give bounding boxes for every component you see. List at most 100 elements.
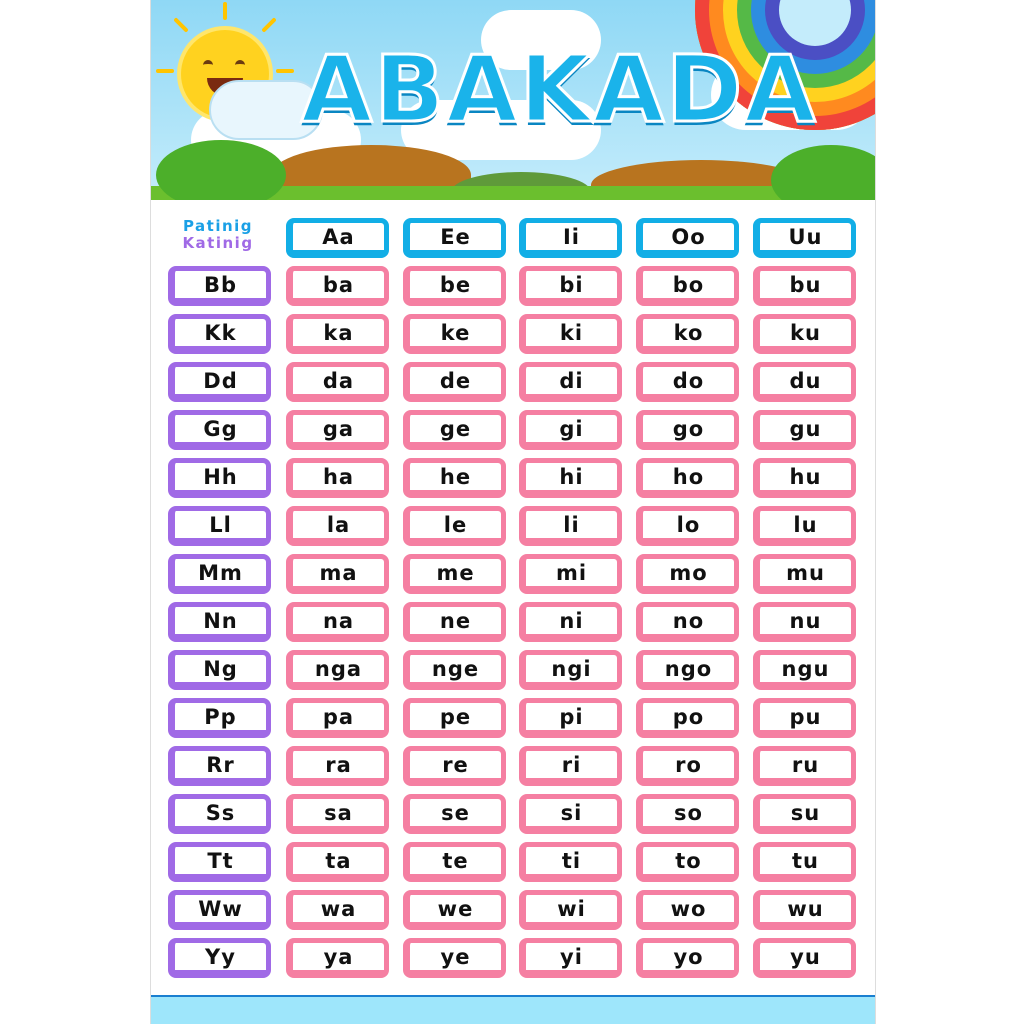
syllable-card: li xyxy=(519,506,622,546)
syllable-card: nge xyxy=(403,650,506,690)
syllable-card: ngi xyxy=(519,650,622,690)
vowel-card: Aa xyxy=(286,218,389,258)
legend: Patinig Katinig xyxy=(173,218,263,252)
syllable-card: ri xyxy=(519,746,622,786)
consonant-card: Yy xyxy=(168,938,271,978)
consonant-card: Ng xyxy=(168,650,271,690)
abakada-poster: ABAKADA Patinig Katinig Aa Ee Ii Oo Uu Bb ba be… xyxy=(150,0,876,1024)
syllable-card: pu xyxy=(753,698,856,738)
syllable-card: ka xyxy=(286,314,389,354)
syllable-card: ya xyxy=(286,938,389,978)
syllable-card: di xyxy=(519,362,622,402)
syllable-card: to xyxy=(636,842,739,882)
header-illustration: ABAKADA xyxy=(151,0,875,200)
footer-band xyxy=(151,995,875,1024)
syllable-card: su xyxy=(753,794,856,834)
syllable-card: ne xyxy=(403,602,506,642)
syllable-card: tu xyxy=(753,842,856,882)
syllable-card: si xyxy=(519,794,622,834)
syllable-card: ngo xyxy=(636,650,739,690)
syllable-card: ro xyxy=(636,746,739,786)
cloud xyxy=(209,80,323,140)
syllable-card: lo xyxy=(636,506,739,546)
legend-patinig: Patinig xyxy=(182,217,254,235)
consonant-card: Kk xyxy=(168,314,271,354)
syllable-card: ki xyxy=(519,314,622,354)
syllable-card: ru xyxy=(753,746,856,786)
syllable-card: ta xyxy=(286,842,389,882)
legend-katinig: Katinig xyxy=(182,234,254,252)
syllable-card: wu xyxy=(753,890,856,930)
syllable-card: se xyxy=(403,794,506,834)
syllable-card: ti xyxy=(519,842,622,882)
syllable-card: wo xyxy=(636,890,739,930)
vowel-card: Uu xyxy=(753,218,856,258)
syllable-card: ge xyxy=(403,410,506,450)
syllable-card: bo xyxy=(636,266,739,306)
syllable-card: bu xyxy=(753,266,856,306)
syllable-card: hi xyxy=(519,458,622,498)
syllable-card: de xyxy=(403,362,506,402)
consonant-card: Ss xyxy=(168,794,271,834)
page-title: ABAKADA xyxy=(300,36,818,143)
consonant-card: Tt xyxy=(168,842,271,882)
consonant-card: Nn xyxy=(168,602,271,642)
syllable-card: he xyxy=(403,458,506,498)
syllable-card: ra xyxy=(286,746,389,786)
syllable-card: wa xyxy=(286,890,389,930)
syllable-card: yu xyxy=(753,938,856,978)
consonant-card: Ww xyxy=(168,890,271,930)
syllable-card: mo xyxy=(636,554,739,594)
syllable-card: re xyxy=(403,746,506,786)
syllable-card: la xyxy=(286,506,389,546)
syllable-card: ni xyxy=(519,602,622,642)
syllable-card: da xyxy=(286,362,389,402)
consonant-card: Ll xyxy=(168,506,271,546)
syllable-card: me xyxy=(403,554,506,594)
syllable-card: le xyxy=(403,506,506,546)
syllable-card: gi xyxy=(519,410,622,450)
syllable-card: ku xyxy=(753,314,856,354)
syllable-card: hu xyxy=(753,458,856,498)
syllable-card: te xyxy=(403,842,506,882)
syllable-card: na xyxy=(286,602,389,642)
syllable-card: ko xyxy=(636,314,739,354)
syllable-card: bi xyxy=(519,266,622,306)
syllable-card: ye xyxy=(403,938,506,978)
syllable-card: mi xyxy=(519,554,622,594)
syllable-card: ho xyxy=(636,458,739,498)
syllable-card: yo xyxy=(636,938,739,978)
cloud xyxy=(481,10,601,70)
syllable-card: pe xyxy=(403,698,506,738)
syllable-card: wi xyxy=(519,890,622,930)
consonant-card: Hh xyxy=(168,458,271,498)
syllable-card: sa xyxy=(286,794,389,834)
syllable-card: ha xyxy=(286,458,389,498)
syllable-card: we xyxy=(403,890,506,930)
consonant-card: Rr xyxy=(168,746,271,786)
syllable-card: ke xyxy=(403,314,506,354)
syllable-card: mu xyxy=(753,554,856,594)
syllable-card: pa xyxy=(286,698,389,738)
syllable-card: ga xyxy=(286,410,389,450)
syllable-card: nga xyxy=(286,650,389,690)
syllable-card: pi xyxy=(519,698,622,738)
vowel-card: Ii xyxy=(519,218,622,258)
syllable-card: po xyxy=(636,698,739,738)
consonant-card: Dd xyxy=(168,362,271,402)
vowel-card: Ee xyxy=(403,218,506,258)
syllable-card: yi xyxy=(519,938,622,978)
syllable-card: ba xyxy=(286,266,389,306)
cloud xyxy=(401,100,601,160)
syllable-card: nu xyxy=(753,602,856,642)
syllable-card: so xyxy=(636,794,739,834)
consonant-card: Pp xyxy=(168,698,271,738)
syllable-card: no xyxy=(636,602,739,642)
consonant-card: Bb xyxy=(168,266,271,306)
vowel-card: Oo xyxy=(636,218,739,258)
syllable-card: ngu xyxy=(753,650,856,690)
syllable-card: go xyxy=(636,410,739,450)
syllable-card: do xyxy=(636,362,739,402)
syllable-card: ma xyxy=(286,554,389,594)
syllable-card: du xyxy=(753,362,856,402)
